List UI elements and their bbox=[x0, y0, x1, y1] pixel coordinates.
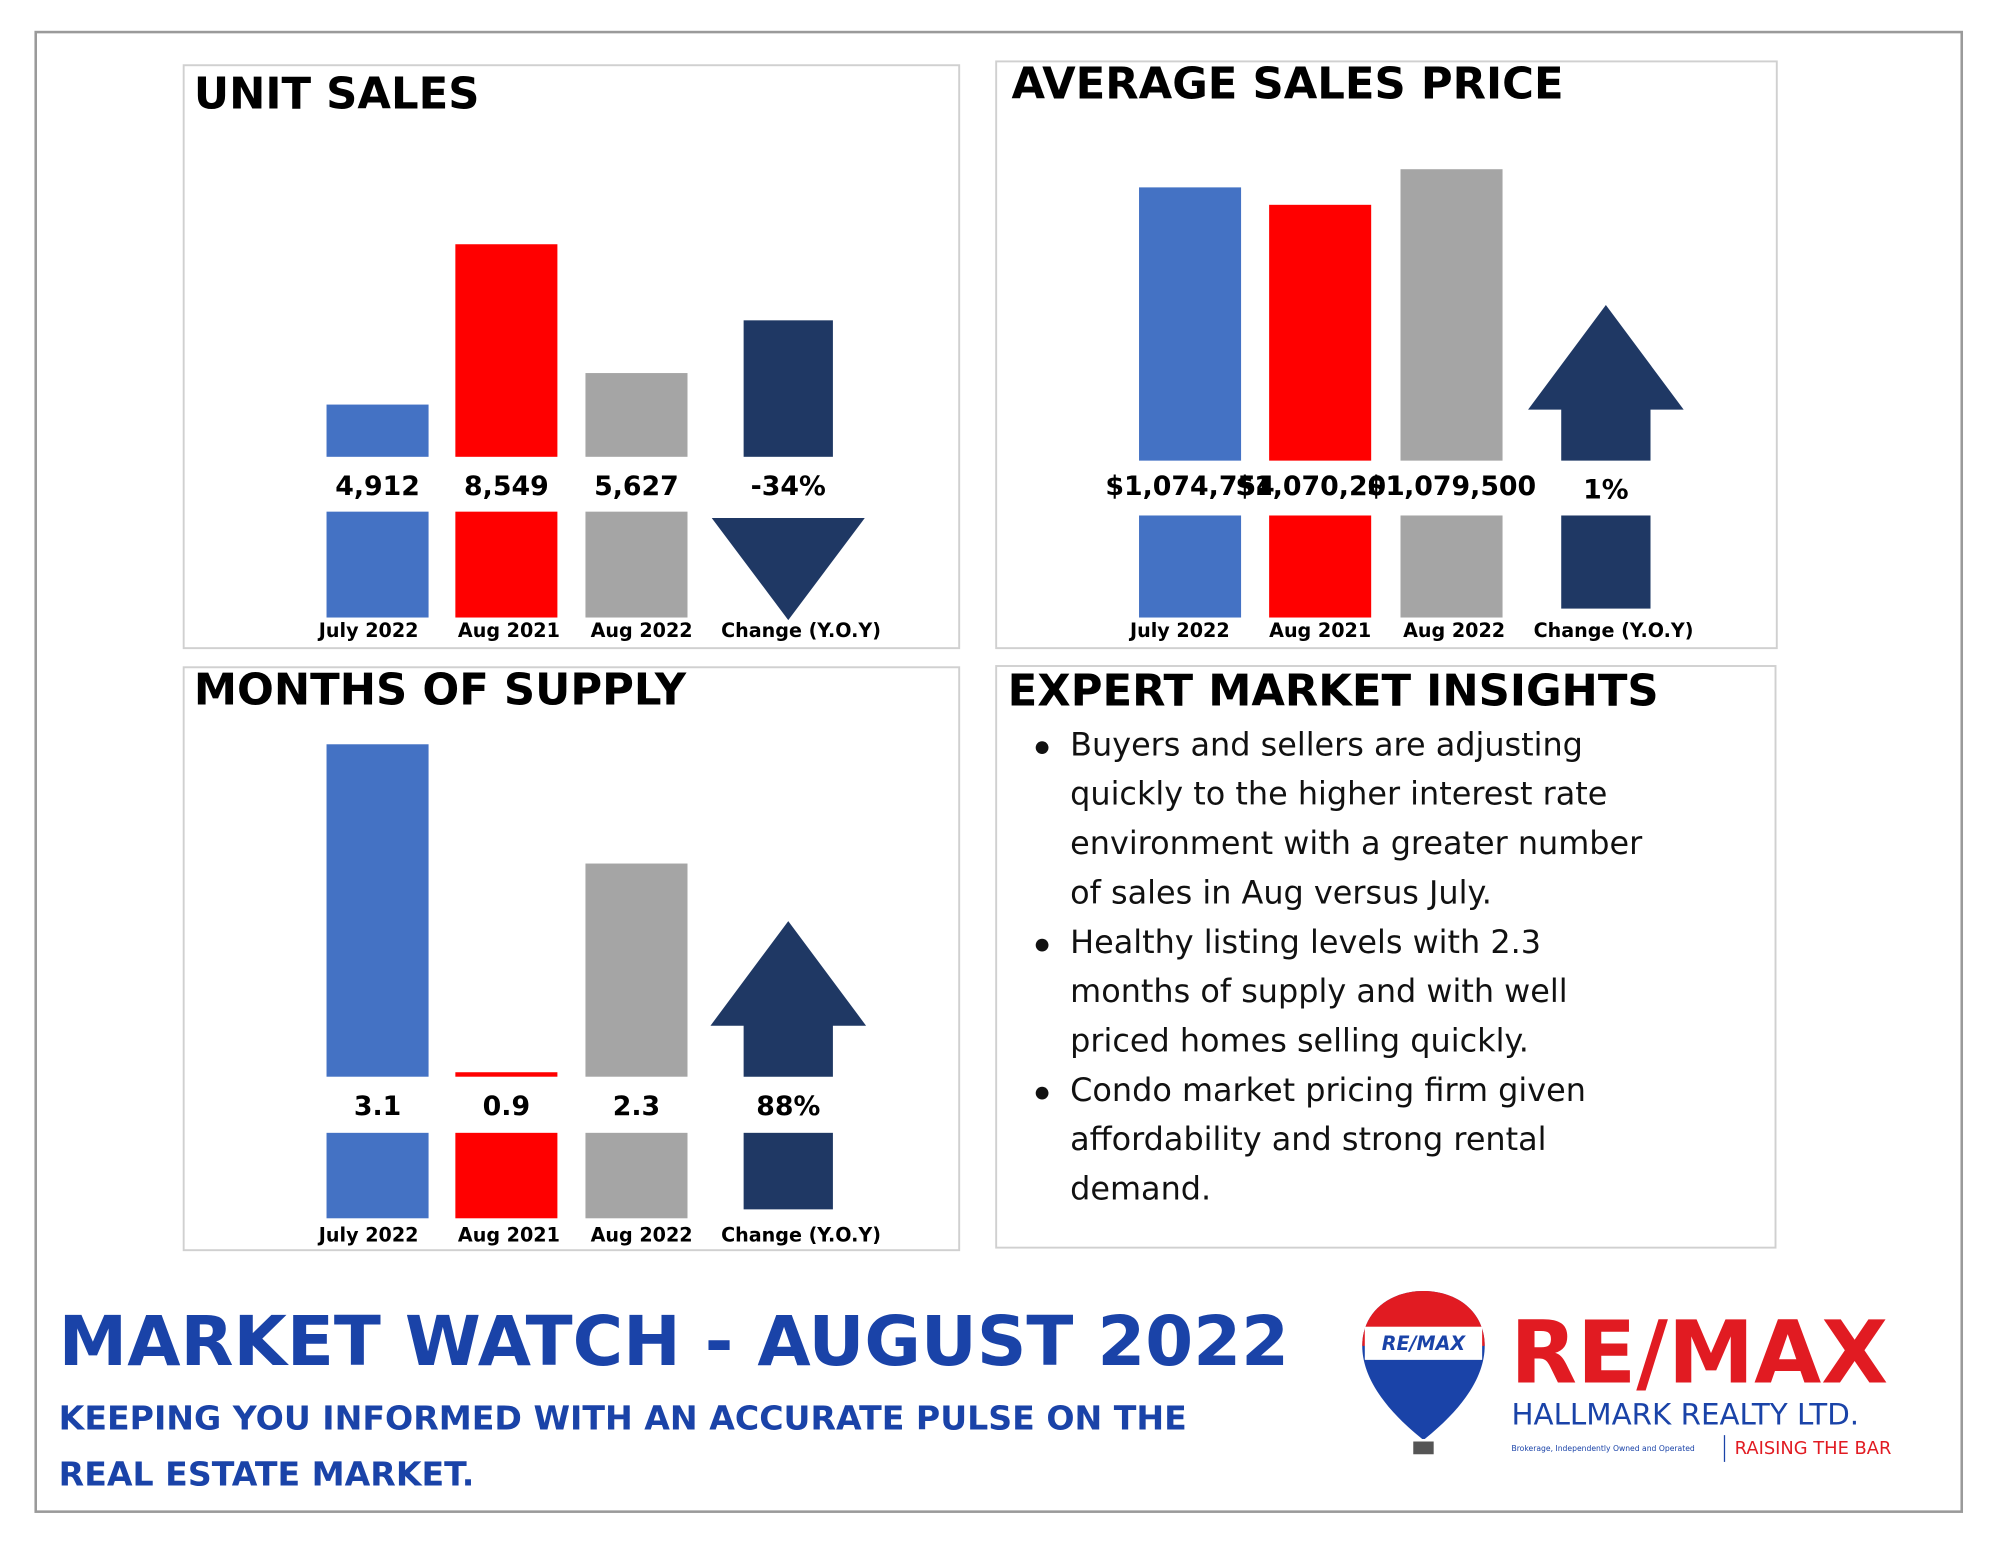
panel bbox=[995, 665, 1777, 1249]
legal-note: Brokerage, Independently Owned and Opera… bbox=[1511, 1444, 1694, 1453]
insight-line: Buyers and sellers are adjusting bbox=[1070, 725, 1583, 763]
bar bbox=[326, 404, 429, 457]
x-tick-label: July 2022 bbox=[1128, 619, 1230, 642]
x-tick-label: July 2022 bbox=[317, 1224, 419, 1247]
panel bbox=[995, 60, 1778, 650]
chart-title: AVERAGE SALES PRICE bbox=[1011, 59, 1563, 109]
insights: Buyers and sellers are adjusting quickly … bbox=[1035, 725, 1643, 1208]
base-bar bbox=[1139, 515, 1242, 618]
value-label: $1,079,500 bbox=[1367, 471, 1536, 502]
value-label: $1,074,754 bbox=[1105, 471, 1274, 502]
base-bar bbox=[326, 511, 429, 618]
value-label: 8,549 bbox=[464, 471, 549, 502]
bullet bbox=[1035, 938, 1049, 952]
value-label: 5,627 bbox=[594, 471, 679, 502]
change-label: 88% bbox=[756, 1091, 820, 1122]
bar bbox=[585, 373, 688, 457]
x-tick-label: Aug 2022 bbox=[591, 1224, 693, 1247]
x-tick-label: Aug 2021 bbox=[458, 619, 560, 642]
value-label: 3.1 bbox=[354, 1091, 401, 1122]
bar bbox=[326, 744, 429, 1077]
bullet bbox=[1035, 741, 1049, 755]
change-label: 1% bbox=[1583, 475, 1628, 506]
logo: RE/MAX RE/MAX HALLMARK REALTY LTD. Broke… bbox=[1362, 1290, 1892, 1462]
change-label: -34% bbox=[751, 471, 826, 502]
change-bar bbox=[743, 320, 833, 457]
base-bar bbox=[1400, 515, 1503, 618]
insights-title: EXPERT MARKET INSIGHTS bbox=[1008, 667, 1659, 717]
x-tick-label: Aug 2021 bbox=[458, 1224, 560, 1247]
base-bar bbox=[455, 1132, 558, 1219]
value-label: 0.9 bbox=[483, 1091, 530, 1122]
x-tick-label: Aug 2021 bbox=[1269, 619, 1371, 642]
value-label: 2.3 bbox=[613, 1091, 660, 1122]
change-arrow bbox=[1528, 305, 1684, 461]
base-bar bbox=[585, 511, 688, 618]
footer-title: MARKET WATCH - AUGUST 2022 bbox=[59, 1302, 1289, 1382]
brand: RE/MAX bbox=[1510, 1303, 1888, 1404]
base-bar bbox=[1269, 515, 1372, 618]
x-tick-label: Aug 2022 bbox=[591, 619, 693, 642]
bar bbox=[455, 1072, 558, 1077]
insight-line: environment with a greater number bbox=[1070, 824, 1643, 862]
balloon-text: RE/MAX bbox=[1382, 1332, 1467, 1355]
base-bar bbox=[326, 1132, 429, 1219]
change-arrow bbox=[711, 518, 865, 621]
bullet bbox=[1035, 1086, 1049, 1100]
base-bar bbox=[585, 1132, 688, 1219]
footer-subtitle: REAL ESTATE MARKET. bbox=[59, 1454, 475, 1493]
base-bar bbox=[455, 511, 558, 618]
basket bbox=[1413, 1441, 1434, 1455]
chart-title: MONTHS OF SUPPLY bbox=[194, 665, 687, 715]
x-tick-label: Aug 2022 bbox=[1403, 619, 1505, 642]
insight-line: Healthy listing levels with 2.3 bbox=[1070, 923, 1541, 961]
footer-subtitle: KEEPING YOU INFORMED WITH AN ACCURATE PU… bbox=[59, 1398, 1187, 1437]
x-tick-label: July 2022 bbox=[317, 619, 419, 642]
bar bbox=[1400, 169, 1503, 461]
x-tick-label: Change (Y.O.Y) bbox=[721, 619, 881, 642]
change-arrow bbox=[710, 921, 867, 1077]
frame bbox=[34, 30, 1964, 1513]
bar bbox=[1139, 187, 1242, 461]
insight-line: demand. bbox=[1070, 1170, 1211, 1208]
balloon-band bbox=[1364, 1326, 1483, 1360]
company: HALLMARK REALTY LTD. bbox=[1511, 1397, 1859, 1431]
x-tick-label: Change (Y.O.Y) bbox=[721, 1224, 881, 1247]
bar bbox=[455, 244, 558, 457]
value-label: $1,070,201 bbox=[1235, 471, 1404, 502]
change-bar bbox=[1561, 515, 1651, 609]
insight-line: of sales in Aug versus July. bbox=[1070, 873, 1492, 911]
panel bbox=[182, 64, 961, 650]
insight-line: months of supply and with well bbox=[1070, 972, 1567, 1010]
x-tick-label: Change (Y.O.Y) bbox=[1534, 619, 1694, 642]
insight-line: priced homes selling quickly. bbox=[1070, 1022, 1529, 1060]
value-label: 4,912 bbox=[335, 471, 420, 502]
bar bbox=[1269, 204, 1372, 461]
panel bbox=[182, 666, 961, 1252]
bar bbox=[585, 863, 688, 1077]
chart-title: UNIT SALES bbox=[194, 70, 480, 120]
insight-line: quickly to the higher interest rate bbox=[1070, 775, 1607, 813]
insight-line: affordability and strong rental bbox=[1070, 1120, 1546, 1158]
change-bar bbox=[743, 1132, 833, 1210]
insight-line: Condo market pricing firm given bbox=[1070, 1071, 1586, 1109]
slogan: RAISING THE BAR bbox=[1735, 1438, 1892, 1459]
